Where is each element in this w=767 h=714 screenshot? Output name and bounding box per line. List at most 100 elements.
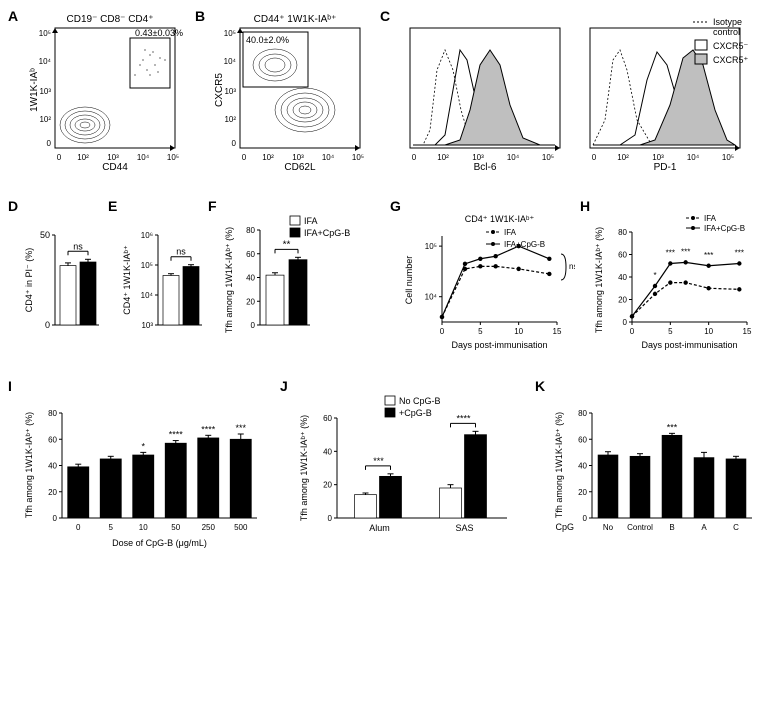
panel-a-ylabel: 1W1K-IAᵇ: [29, 68, 40, 112]
svg-text:Tfh among 1W1K-IAᵇ⁺ (%): Tfh among 1W1K-IAᵇ⁺ (%): [24, 412, 34, 518]
svg-text:40: 40: [48, 462, 57, 471]
svg-text:60: 60: [618, 251, 627, 260]
svg-text:0: 0: [57, 153, 62, 162]
svg-text:IFA: IFA: [304, 216, 318, 226]
svg-text:0: 0: [412, 153, 417, 162]
svg-text:Days post-immunisation: Days post-immunisation: [451, 340, 547, 350]
panel-label-h: H: [580, 198, 590, 214]
svg-text:40: 40: [618, 273, 627, 282]
svg-text:10⁵: 10⁵: [224, 29, 236, 38]
svg-text:Tfh among 1W1K-IAᵇ⁺ (%): Tfh among 1W1K-IAᵇ⁺ (%): [594, 227, 604, 333]
svg-text:10³: 10³: [652, 153, 664, 162]
panel-b-gate-text: 40.0±2.0%: [246, 35, 289, 45]
svg-text:***: ***: [735, 249, 744, 258]
svg-text:15: 15: [553, 327, 562, 336]
svg-text:15: 15: [743, 327, 752, 336]
svg-text:Tfh among 1W1K-IAᵇ⁺ (%): Tfh among 1W1K-IAᵇ⁺ (%): [299, 415, 309, 521]
svg-text:***: ***: [667, 422, 678, 432]
svg-text:10⁴: 10⁴: [322, 153, 335, 162]
svg-text:10⁵: 10⁵: [425, 242, 437, 251]
svg-text:***: ***: [704, 251, 713, 260]
svg-text:0: 0: [440, 327, 445, 336]
svg-text:IFA+CpG-B: IFA+CpG-B: [504, 240, 545, 249]
svg-text:SAS: SAS: [455, 523, 473, 533]
panel-c-legend: Isotype control CXCR5⁻ CXCR5⁺: [693, 17, 749, 65]
svg-text:****: ****: [169, 430, 184, 440]
svg-text:B: B: [669, 523, 674, 532]
panel-k: 020406080Tfh among 1W1K-IAᵇ⁺ (%)NoContro…: [550, 390, 765, 565]
svg-text:***: ***: [666, 249, 675, 258]
panel-c: Bcl-6 0 10² 10³ 10⁴ 10⁵ PD-1 0 10² 10³ 1…: [395, 10, 765, 190]
svg-text:10⁴: 10⁴: [507, 153, 520, 162]
svg-text:10⁴: 10⁴: [141, 291, 154, 300]
svg-text:ns: ns: [73, 241, 83, 251]
svg-text:20: 20: [323, 481, 332, 490]
svg-text:****: ****: [456, 413, 471, 423]
svg-text:0: 0: [623, 318, 628, 327]
svg-text:10⁵: 10⁵: [167, 153, 179, 162]
panel-b-title: CD44⁺ 1W1K-IAᵇ⁺: [254, 14, 337, 25]
svg-text:IFA+CpG-B: IFA+CpG-B: [704, 224, 745, 233]
panel-a-yticks: 0 10² 10³ 10⁴ 10⁵: [39, 29, 52, 148]
svg-text:50: 50: [40, 230, 50, 240]
svg-text:CXCR5⁻: CXCR5⁻: [713, 41, 749, 51]
svg-text:10: 10: [704, 327, 713, 336]
svg-text:40: 40: [246, 274, 255, 283]
svg-text:10⁴: 10⁴: [137, 153, 150, 162]
svg-text:80: 80: [578, 409, 587, 418]
svg-text:***: ***: [681, 247, 690, 256]
panel-b-yticks: 0 10² 10³ 10⁴ 10⁵: [224, 29, 237, 148]
svg-text:No CpG-B: No CpG-B: [399, 396, 441, 406]
svg-text:0: 0: [583, 514, 588, 523]
panel-g: CD4⁺ 1W1K-IAᵇ⁺05101510⁴10⁵Cell numberDay…: [400, 210, 575, 365]
svg-text:0: 0: [592, 153, 597, 162]
svg-text:20: 20: [48, 488, 57, 497]
svg-text:IFA: IFA: [704, 214, 717, 223]
svg-text:0: 0: [47, 139, 52, 148]
svg-text:10³: 10³: [292, 153, 304, 162]
svg-text:10²: 10²: [262, 153, 274, 162]
svg-text:0: 0: [53, 514, 58, 523]
panel-b-ylabel: CXCR5: [214, 73, 225, 107]
panel-f: 020406080Tfh among 1W1K-IAᵇ⁺ (%)**IFAIFA…: [220, 210, 385, 355]
svg-text:10³: 10³: [107, 153, 119, 162]
svg-text:60: 60: [48, 435, 57, 444]
panel-c-x2: PD-1: [654, 162, 677, 173]
panel-a-title: CD19⁻ CD8⁻ CD4⁺: [67, 14, 154, 25]
panel-a-xticks: 0 10² 10³ 10⁴ 10⁵: [57, 153, 179, 162]
svg-text:10⁶: 10⁶: [141, 231, 153, 240]
svg-text:Cell number: Cell number: [404, 256, 414, 305]
svg-text:250: 250: [202, 523, 216, 532]
svg-text:*: *: [141, 441, 145, 451]
svg-text:80: 80: [246, 226, 255, 235]
svg-text:10³: 10³: [472, 153, 484, 162]
svg-text:10³: 10³: [39, 87, 51, 96]
svg-text:40: 40: [578, 462, 587, 471]
svg-text:0: 0: [328, 514, 333, 523]
svg-text:10²: 10²: [39, 115, 51, 124]
svg-text:CpG: CpG: [555, 522, 574, 532]
panel-label-a: A: [8, 8, 18, 24]
panel-e: 10³10⁴10⁵10⁶CD4⁺ 1W1K-IAᵇ⁺ns: [120, 210, 205, 355]
svg-text:5: 5: [478, 327, 483, 336]
svg-text:5: 5: [668, 327, 673, 336]
panel-b: CD44⁺ 1W1K-IAᵇ⁺ 40.0±2.0% CD62L CXCR5 0 …: [210, 10, 375, 190]
svg-text:20: 20: [578, 488, 587, 497]
svg-text:Dose of CpG-B (μg/mL): Dose of CpG-B (μg/mL): [112, 538, 207, 548]
svg-text:10⁵: 10⁵: [141, 261, 153, 270]
panel-label-f: F: [208, 198, 217, 214]
svg-text:10: 10: [514, 327, 523, 336]
panel-a-gate-text: 0.43±0.03%: [135, 28, 183, 38]
svg-text:10⁴: 10⁴: [39, 57, 52, 66]
svg-text:CD4⁺ in PI⁻ (%): CD4⁺ in PI⁻ (%): [24, 248, 34, 313]
svg-text:80: 80: [48, 409, 57, 418]
svg-text:20: 20: [618, 296, 627, 305]
svg-text:C: C: [733, 523, 739, 532]
svg-text:0: 0: [630, 327, 635, 336]
panel-d: 050CD4⁺ in PI⁻ (%)ns: [20, 210, 105, 355]
svg-text:10⁵: 10⁵: [352, 153, 364, 162]
svg-text:CD4⁺ 1W1K-IAᵇ⁺: CD4⁺ 1W1K-IAᵇ⁺: [465, 214, 535, 224]
panel-h: 051015020406080Tfh among 1W1K-IAᵇ⁺ (%)Da…: [590, 210, 765, 365]
panel-j: 0204060Tfh among 1W1K-IAᵇ⁺ (%)Alum***SAS…: [295, 390, 530, 565]
svg-text:40: 40: [323, 447, 332, 456]
